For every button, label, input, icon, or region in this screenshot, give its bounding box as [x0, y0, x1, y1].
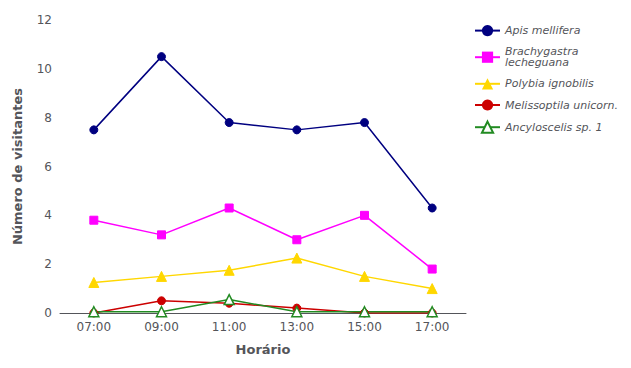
svg-text:2: 2	[44, 257, 52, 271]
svg-text:0: 0	[44, 306, 52, 320]
svg-text:Horário: Horário	[236, 342, 291, 357]
svg-text:Apis mellifera: Apis mellifera	[504, 24, 581, 37]
svg-text:10: 10	[37, 62, 52, 76]
svg-text:12: 12	[37, 13, 52, 27]
svg-text:Ancyloscelis sp. 1: Ancyloscelis sp. 1	[504, 121, 602, 134]
svg-text:Brachygastra: Brachygastra	[505, 45, 579, 59]
svg-text:13:00: 13:00	[280, 320, 315, 334]
svg-text:17:00: 17:00	[415, 320, 450, 334]
svg-text:lecheguana: lecheguana	[505, 56, 569, 69]
svg-text:11:00: 11:00	[212, 320, 247, 334]
svg-text:Polybia ignobilis: Polybia ignobilis	[505, 77, 594, 90]
svg-text:6: 6	[44, 160, 52, 174]
svg-text:8: 8	[44, 111, 52, 125]
svg-text:09:00: 09:00	[144, 320, 179, 334]
svg-text:4: 4	[44, 208, 52, 222]
svg-text:07:00: 07:00	[77, 320, 112, 334]
svg-text:Número de visitantes: Número de visitantes	[10, 88, 25, 245]
svg-text:15:00: 15:00	[347, 320, 382, 334]
svg-text:Melissoptila unicorn.: Melissoptila unicorn.	[505, 99, 618, 112]
